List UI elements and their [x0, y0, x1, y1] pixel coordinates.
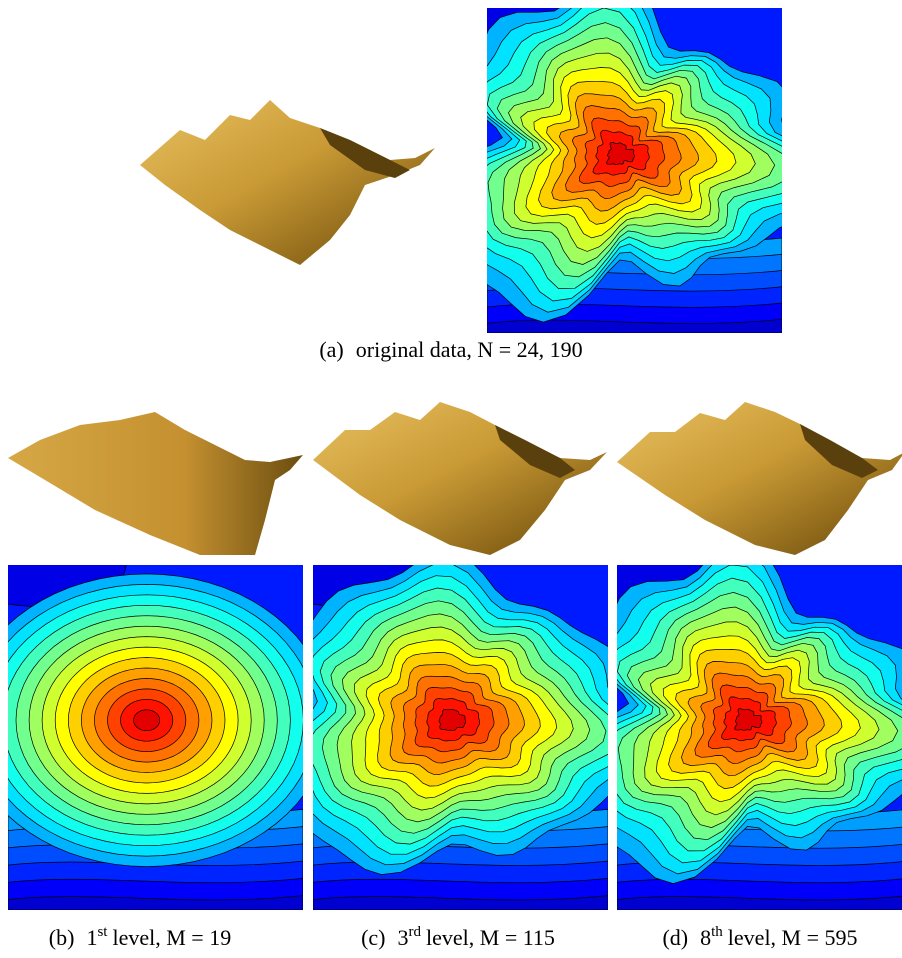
label: (c) — [361, 925, 385, 950]
caption-text: original data, N = 24, 190 — [356, 337, 583, 362]
caption-text: level, M = 19 — [112, 925, 231, 950]
label: (d) — [662, 925, 688, 950]
surface-a — [140, 100, 435, 265]
contour-map-b — [0, 524, 330, 910]
ordinal-suffix: rd — [409, 924, 422, 940]
caption-d: (d) 8th level, M = 595 — [662, 924, 857, 950]
ordinal: 3 — [398, 925, 409, 950]
surface-c — [313, 402, 607, 555]
ordinal: 8 — [700, 925, 711, 950]
ordinal: 1 — [86, 925, 97, 950]
ordinal-suffix: th — [711, 924, 723, 940]
caption-a: (a) original data, N = 24, 190 — [319, 337, 582, 362]
surface-b — [8, 412, 303, 555]
contour-map-c — [254, 524, 667, 910]
surface-d — [617, 402, 902, 555]
caption-text: level, M = 115 — [426, 925, 555, 950]
label: (b) — [49, 925, 75, 950]
caption-text: level, M = 595 — [728, 925, 858, 950]
figure: (a)original data, N = 24, 190 (b)1stleve… — [0, 0, 902, 958]
ordinal-suffix: st — [97, 924, 108, 940]
label: (a) — [319, 337, 343, 362]
contour-map-a — [424, 0, 863, 333]
contour-line — [134, 710, 160, 731]
